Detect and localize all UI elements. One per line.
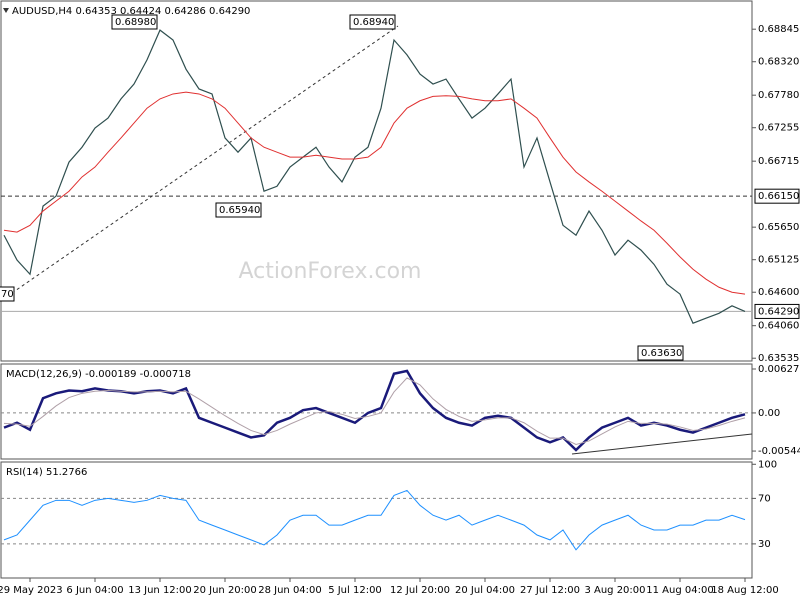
last-price-label: 0.64290 xyxy=(758,306,799,317)
y-tick-label: 0.64600 xyxy=(758,287,799,298)
x-tick-label: 13 Jun 12:00 xyxy=(128,585,192,596)
y-tick-label: 0.65125 xyxy=(758,255,799,266)
trend-line xyxy=(11,25,399,294)
annotation-box xyxy=(349,14,396,30)
annotation: 0.63630 xyxy=(641,348,682,359)
x-tick-label: 28 Jun 04:00 xyxy=(258,585,322,596)
trend-line xyxy=(571,433,753,455)
annotation: 0.65940 xyxy=(219,205,260,216)
annotation-box xyxy=(111,14,158,30)
panel-title: AUDUSD,H4 0.64353 0.64424 0.64286 0.6429… xyxy=(12,6,250,17)
x-tick-label: 6 Jun 04:00 xyxy=(66,585,123,596)
series-line xyxy=(3,489,746,551)
panel-frame xyxy=(0,0,753,362)
series-line xyxy=(3,369,746,452)
x-tick-label: 12 Jul 20:00 xyxy=(390,585,450,596)
x-tick-label: 18 Aug 12:00 xyxy=(711,585,778,596)
y-tick-label: 0.68320 xyxy=(758,57,799,68)
panel-frame xyxy=(0,363,753,460)
y-tick-label: 0.68845 xyxy=(758,24,799,35)
y-tick-label: 0.00 xyxy=(758,408,780,419)
annotation: 0.68980 xyxy=(115,17,156,28)
series-line xyxy=(3,377,746,445)
x-tick-label: 29 May 2023 xyxy=(0,585,63,596)
last-price-label-box xyxy=(754,303,800,319)
x-tick-label: 20 Jul 04:00 xyxy=(455,585,515,596)
annotation-box xyxy=(215,202,262,218)
y-tick-label: 100 xyxy=(758,459,777,470)
x-tick-label: 3 Aug 20:00 xyxy=(584,585,645,596)
x-tick-label: 20 Jun 20:00 xyxy=(193,585,257,596)
annotation-box xyxy=(0,286,15,302)
symbol-icon xyxy=(3,8,9,13)
x-tick-label: 11 Aug 04:00 xyxy=(646,585,713,596)
annotation-box xyxy=(637,345,684,361)
level-label-box xyxy=(754,188,800,204)
panel-title: MACD(12,26,9) -0.000189 -0.000718 xyxy=(6,369,191,380)
x-tick-label: 27 Jul 12:00 xyxy=(520,585,580,596)
y-tick-label: 0.006275 xyxy=(758,364,800,375)
y-tick-label: 0.67780 xyxy=(758,90,799,101)
series-line xyxy=(3,29,746,324)
level-label: 0.66150 xyxy=(758,191,799,202)
y-tick-label: -0.005446 xyxy=(758,446,800,457)
y-tick-label: 0.66715 xyxy=(758,156,799,167)
y-tick-label: 70 xyxy=(758,493,771,504)
annotation: 70 xyxy=(1,289,14,300)
y-tick-label: 0.64060 xyxy=(758,321,799,332)
panel-title: RSI(14) 51.2766 xyxy=(6,467,87,478)
y-tick-label: 0.63535 xyxy=(758,353,799,364)
x-tick-label: 5 Jul 12:00 xyxy=(328,585,382,596)
y-tick-label: 0.65650 xyxy=(758,222,799,233)
annotation: 0.68940 xyxy=(353,17,394,28)
y-tick-label: 0.67255 xyxy=(758,123,799,134)
y-tick-label: 30 xyxy=(758,539,771,550)
watermark: ActionForex.com xyxy=(239,259,422,284)
series-line xyxy=(3,91,746,295)
panel-frame xyxy=(0,461,753,579)
